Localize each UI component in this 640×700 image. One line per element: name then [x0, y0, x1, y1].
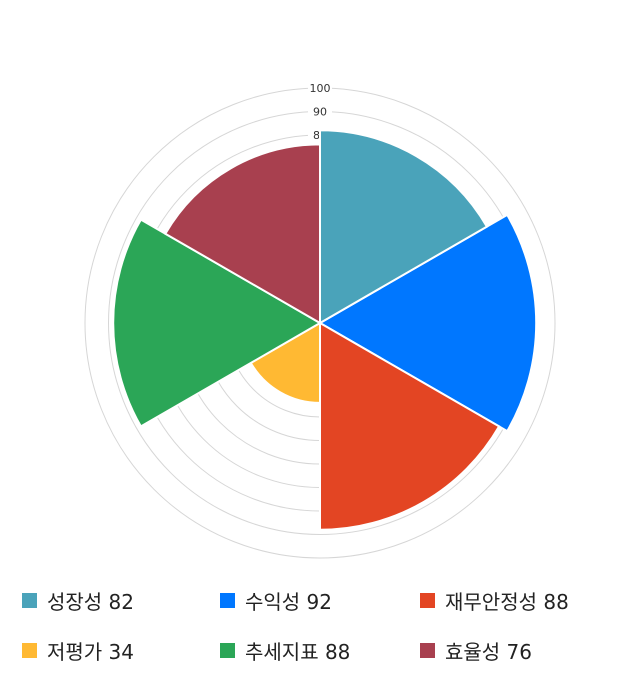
legend-label: 저평가 34 [47, 640, 135, 664]
chart-svg: 1009080 [84, 81, 556, 559]
legend-swatch [420, 593, 435, 608]
tick-label-bg [308, 81, 332, 94]
legend-item[interactable]: 수익성 92 [220, 586, 332, 615]
slice-5[interactable] [112, 218, 322, 428]
legend-label: 수익성 92 [245, 590, 333, 614]
legend-label: 추세지표 88 [245, 640, 351, 664]
tick-label-bg [308, 104, 332, 118]
legend-item[interactable]: 저평가 34 [22, 636, 134, 665]
legend-swatch [220, 593, 235, 608]
tick-label: 100 [310, 82, 331, 95]
slice-1-top[interactable] [319, 129, 489, 325]
legend-item[interactable]: 재무안정성 88 [420, 586, 569, 615]
legend-item[interactable]: 성장성 82 [22, 586, 134, 615]
legend-item[interactable]: 효율성 76 [420, 636, 532, 665]
slice-2[interactable] [317, 213, 538, 433]
slice-3[interactable] [319, 321, 501, 531]
legend-item[interactable]: 추세지표 88 [220, 636, 350, 665]
legend-swatch [22, 643, 37, 658]
legend-label: 효율성 76 [445, 640, 533, 664]
legend-label: 재무안정성 88 [445, 590, 569, 614]
legend-swatch [420, 643, 435, 658]
slice-6[interactable] [163, 143, 321, 325]
tick-label: 90 [313, 106, 327, 119]
legend-swatch [22, 593, 37, 608]
legend-swatch [220, 643, 235, 658]
slice-4[interactable] [249, 321, 321, 404]
legend-label: 성장성 82 [47, 590, 135, 614]
